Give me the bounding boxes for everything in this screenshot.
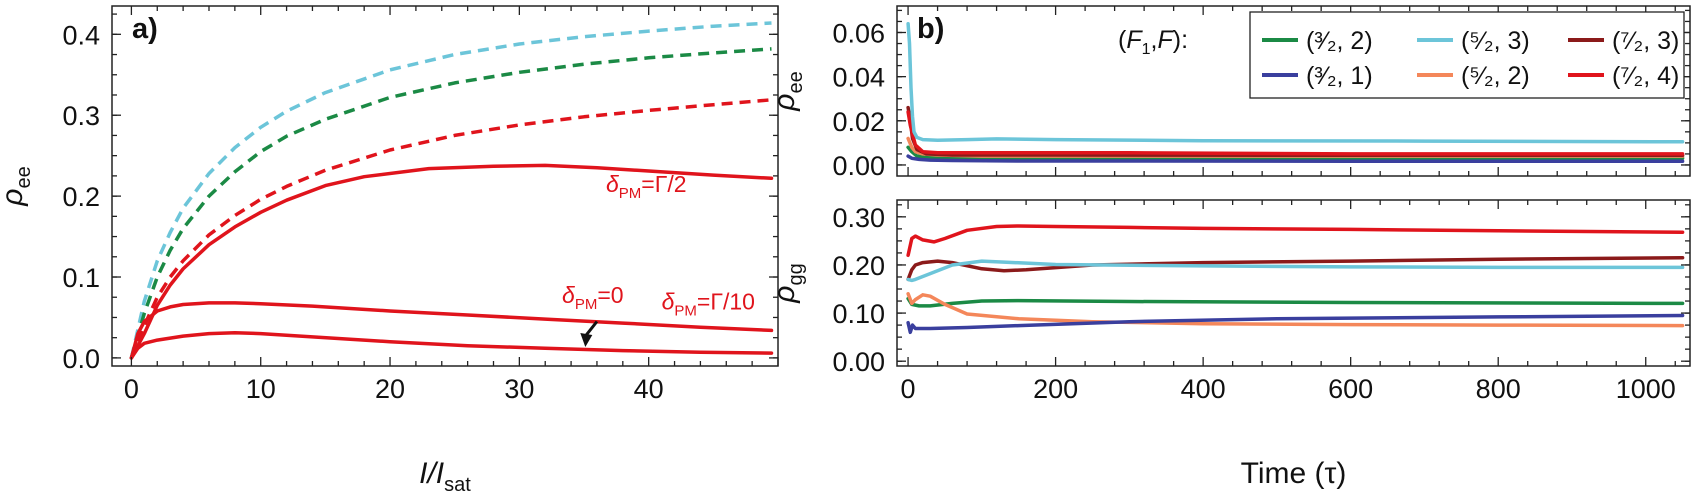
legend-label: (⁷⁄₂, 4) xyxy=(1612,62,1679,90)
x-tick-label: 400 xyxy=(1181,374,1226,404)
series-group xyxy=(129,21,774,360)
y-axis-label: ρee xyxy=(768,71,807,111)
annotation-3: δPM=Γ/10 xyxy=(662,288,755,319)
annotation-symbol: δ xyxy=(562,282,575,308)
legend-title-part: ( xyxy=(1118,26,1127,54)
legend-title-part: 1 xyxy=(1142,41,1151,58)
series-line-1 xyxy=(129,21,772,359)
series-line-1 xyxy=(906,145,1685,161)
series-line-4 xyxy=(906,105,1685,157)
y-tick-label: 0.0 xyxy=(62,344,100,374)
series-line-5 xyxy=(906,292,1685,328)
series-line-3 xyxy=(906,259,1685,283)
y-axis-label-symbol: ρ xyxy=(768,286,801,304)
plot-frame xyxy=(896,5,1691,177)
legend-title-part: , xyxy=(1151,26,1158,54)
y-tick-label: 0.02 xyxy=(832,107,885,137)
legend-title-part: F xyxy=(1157,26,1174,54)
series-line-1 xyxy=(906,224,1685,258)
legend-box xyxy=(1249,11,1685,99)
series-line-6 xyxy=(906,313,1685,335)
x-tick-label: 600 xyxy=(1328,374,1373,404)
annotation-symbol: δ xyxy=(662,288,675,314)
panel-3: 0.00 0.10 0.20 0.30 0 200 400 600 800 1000 ρgg Time… xyxy=(768,199,1691,490)
y-axis-label-sub: gg xyxy=(785,263,807,285)
y-axis-label-sub: ee xyxy=(785,71,807,93)
legend-label: (³⁄₂, 2) xyxy=(1306,27,1373,55)
series-group xyxy=(906,224,1685,335)
annotation-2: δPM=0 xyxy=(562,282,624,313)
legend-label: (⁵⁄₂, 3) xyxy=(1461,27,1530,55)
plot-frame xyxy=(111,5,779,367)
annotation-arrow-shaft xyxy=(585,320,599,336)
y-axis-label-symbol: ρ xyxy=(0,189,29,207)
series-line-3 xyxy=(129,98,772,359)
x-tick-label: 1000 xyxy=(1616,374,1676,404)
x-axis-label-sub: sat xyxy=(444,474,471,491)
legend: (F1,F): (³⁄₂, 2) (⁵⁄₂, 3) (⁷⁄₂, 3)(³⁄₂, 1)(… xyxy=(1118,11,1685,99)
x-tick-label: 0 xyxy=(901,374,916,404)
series-line-2 xyxy=(129,47,772,359)
series-line-2 xyxy=(906,154,1685,163)
panel-label: b) xyxy=(917,13,944,45)
y-tick-label: 0.10 xyxy=(832,299,885,329)
series-line-5 xyxy=(129,301,774,360)
y-tick-label: 0.00 xyxy=(832,151,885,181)
series-line-6 xyxy=(906,21,1685,144)
x-tick-label: 800 xyxy=(1476,374,1521,404)
y-axis-label-symbol: ρ xyxy=(768,94,801,112)
y-tick-label: 0.4 xyxy=(62,20,100,50)
annotation-sub: PM xyxy=(619,185,642,202)
y-axis-label-sub: ee xyxy=(13,166,35,188)
legend-title: (F1,F): xyxy=(1118,26,1188,58)
x-tick-label: 200 xyxy=(1033,374,1078,404)
annotation-sub: PM xyxy=(575,296,598,313)
annotation-tail: =Γ/10 xyxy=(697,288,755,314)
legend-label: (⁷⁄₂, 3) xyxy=(1612,27,1679,55)
annotation-arrow-head xyxy=(580,332,593,347)
annotation-1: δPM=Γ/2 xyxy=(606,171,687,202)
series-line-2 xyxy=(906,255,1685,282)
annotation-tail: =Γ/2 xyxy=(641,171,686,197)
x-tick-label: 20 xyxy=(375,374,405,404)
series-line-4 xyxy=(906,296,1685,308)
annotation-symbol: δ xyxy=(606,171,619,197)
y-tick-label: 0.00 xyxy=(832,347,885,377)
legend-title-part: F xyxy=(1126,26,1143,54)
plot-frame xyxy=(896,199,1691,367)
x-tick-label: 0 xyxy=(124,374,139,404)
legend-title-part: ): xyxy=(1173,26,1188,54)
series-line-4 xyxy=(129,163,774,360)
annotation-sub: PM xyxy=(674,302,697,319)
y-tick-label: 0.06 xyxy=(832,18,885,48)
annotation-tail: =0 xyxy=(597,282,623,308)
y-axis-label: ρee xyxy=(0,166,35,206)
panel-1: 0.00.10.20.30.4010203040ρeea)I/IsatδPM=Γ… xyxy=(0,5,779,491)
y-tick-label: 0.04 xyxy=(832,63,885,93)
series-line-5 xyxy=(906,110,1685,156)
legend-label: (⁵⁄₂, 2) xyxy=(1461,62,1530,90)
panel-label: a) xyxy=(132,13,158,45)
x-tick-label: 30 xyxy=(504,374,534,404)
x-axis-label-symbol: I/I xyxy=(419,457,444,490)
series-group xyxy=(906,21,1685,163)
y-tick-label: 0.2 xyxy=(62,182,100,212)
y-tick-label: 0.20 xyxy=(832,251,885,281)
y-axis-label: ρgg xyxy=(768,263,807,303)
y-tick-label: 0.3 xyxy=(62,101,100,131)
x-tick-label: 40 xyxy=(634,374,664,404)
x-axis-label: Time (τ) xyxy=(1241,457,1347,490)
y-tick-label: 0.1 xyxy=(62,263,100,293)
x-axis-label: I/Isat xyxy=(419,457,471,491)
y-tick-label: 0.30 xyxy=(832,203,885,233)
series-line-6 xyxy=(129,331,774,360)
x-tick-label: 10 xyxy=(246,374,276,404)
legend-label: (³⁄₂, 1) xyxy=(1306,62,1373,90)
